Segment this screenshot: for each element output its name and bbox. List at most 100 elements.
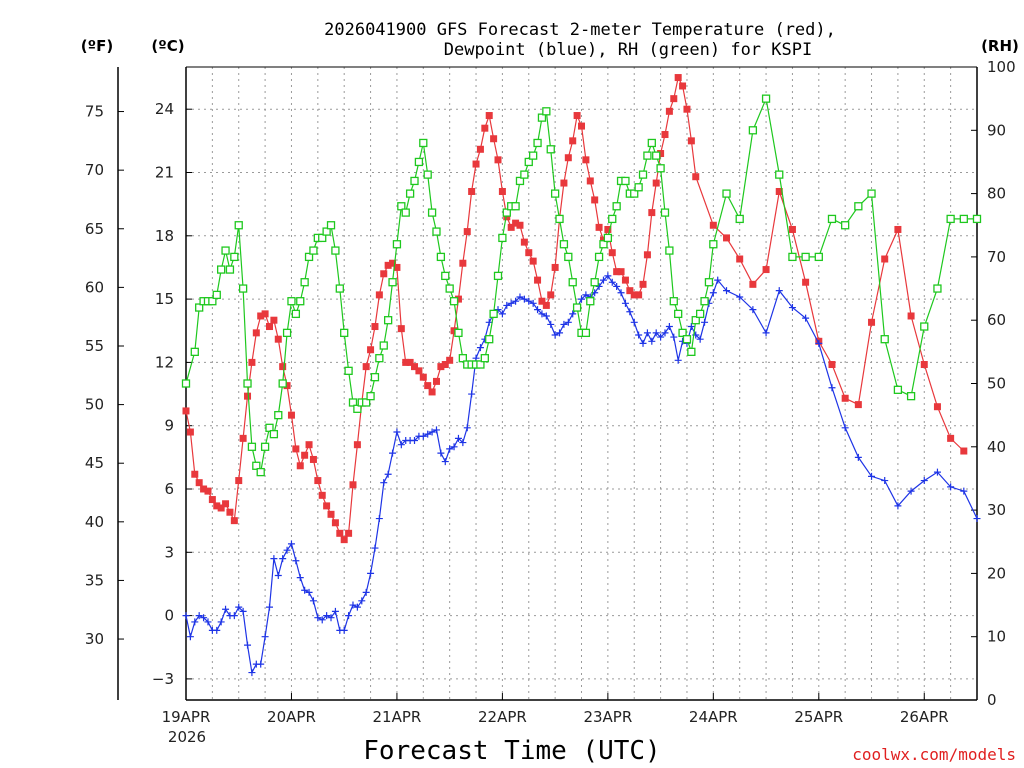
- dewpoint-point: [788, 304, 796, 312]
- rh-point: [933, 284, 942, 293]
- rh-point: [594, 252, 604, 262]
- rh-point: [243, 379, 252, 388]
- dewpoint-point: [283, 546, 291, 554]
- dewpoint-point: [230, 612, 238, 620]
- rh-point: [419, 138, 428, 148]
- dewpoint-point: [437, 449, 445, 457]
- rh-point: [603, 233, 613, 243]
- dewpoint-point: [191, 618, 199, 626]
- dewpoint-point: [578, 295, 585, 303]
- dewpoint-point: [538, 310, 546, 318]
- rh-point: [326, 221, 336, 230]
- dewpoint-point: [736, 293, 744, 301]
- dewpoint-point: [854, 453, 862, 461]
- rh-point: [867, 189, 876, 198]
- x-tick-label: 24APR: [689, 708, 738, 726]
- temperature-point: [652, 179, 660, 187]
- dewpoint-point: [222, 605, 230, 613]
- dewpoint-point: [933, 468, 941, 476]
- dewpoint-point: [323, 612, 331, 620]
- temperature-point: [608, 249, 616, 257]
- temperature-point: [621, 276, 629, 284]
- temperature-point: [920, 361, 928, 369]
- series-temperature: [182, 74, 968, 544]
- dewpoint-point: [723, 287, 731, 295]
- rh-point: [660, 208, 670, 217]
- dewpoint-point: [265, 603, 273, 611]
- dewpoint-point: [542, 312, 550, 320]
- dewpoint-point: [569, 310, 577, 318]
- dewpoint-point: [661, 329, 669, 337]
- chart-title-line2: Dewpoint (blue), RH (green) for KSPI: [444, 40, 812, 60]
- dewpoint-point: [270, 555, 278, 563]
- rh-point: [322, 227, 331, 236]
- temperature-point: [265, 323, 273, 331]
- temperature-point: [841, 394, 849, 402]
- temperature-point: [454, 295, 462, 303]
- temperature-point: [749, 280, 757, 288]
- temperature-point: [635, 291, 643, 299]
- temperature-point: [828, 361, 836, 369]
- temperature-point: [371, 323, 379, 331]
- x-tick-label: 21APR: [373, 708, 422, 726]
- x-tick-label: 19APR: [162, 708, 211, 726]
- rh-point: [700, 297, 709, 306]
- rh-point: [287, 297, 296, 306]
- dewpoint-point: [973, 515, 981, 523]
- fahrenheit-tick-label: 70: [85, 161, 104, 179]
- dewpoint-point: [340, 626, 348, 634]
- rh-point: [704, 278, 714, 287]
- temperature-point: [393, 263, 401, 271]
- rh-point: [309, 246, 318, 255]
- rh-tick-label: 20: [987, 564, 1006, 582]
- temperature-point: [182, 407, 190, 415]
- temperature-point: [375, 291, 383, 299]
- rh-point: [841, 221, 850, 230]
- temperature-point: [279, 363, 287, 371]
- dewpoint-point: [213, 626, 221, 634]
- rh-point: [696, 309, 705, 319]
- rh-point: [366, 392, 375, 401]
- dewpoint-point: [367, 569, 375, 577]
- rh-point: [375, 354, 384, 363]
- rh-tick-label: 0: [987, 691, 997, 709]
- celsius-tick-label: 21: [155, 164, 174, 182]
- temperature-point: [191, 470, 199, 478]
- rh-point: [247, 442, 257, 451]
- tick-labels: −3 0 3 6 9 12 15 18 21 24 30 35 40 45 50 55 60 65 70 75 0 10 2…: [85, 58, 1016, 726]
- dewpoint-point: [353, 603, 361, 611]
- rh-point: [353, 404, 362, 413]
- dewpoint-point: [362, 588, 370, 596]
- temperature-point: [599, 236, 607, 244]
- dewpoint-point: [279, 555, 287, 563]
- dewpoint-point: [419, 432, 427, 440]
- rh-point: [304, 252, 314, 262]
- temperature-point: [204, 487, 212, 495]
- temperature-point: [345, 529, 353, 537]
- fahrenheit-tick-label: 50: [85, 396, 104, 414]
- rh-point: [748, 126, 758, 135]
- temperature-point: [419, 373, 427, 381]
- dewpoint-point: [384, 470, 392, 478]
- temperature-point: [235, 477, 243, 485]
- temperature-point: [661, 131, 669, 139]
- temperature-point: [415, 367, 423, 375]
- rh-unit-label: (RH): [981, 37, 1019, 55]
- dewpoint-point: [424, 430, 432, 438]
- rh-point: [520, 170, 529, 179]
- dewpoint-point: [261, 633, 269, 641]
- dewpoint-point: [525, 297, 533, 305]
- celsius-tick-label: 9: [164, 417, 174, 435]
- fahrenheit-unit-label: (ºF): [81, 37, 113, 55]
- rh-point: [669, 297, 678, 306]
- dewpoint-point: [547, 320, 555, 328]
- temperature-point: [397, 325, 405, 333]
- rh-point: [572, 303, 582, 312]
- temperature-point: [736, 255, 744, 263]
- rh-point: [388, 278, 397, 287]
- temperature-point: [490, 135, 498, 143]
- rh-point: [638, 170, 648, 179]
- temperature-point: [252, 329, 260, 337]
- dewpoint-point: [375, 515, 383, 523]
- temperature-point: [498, 187, 506, 195]
